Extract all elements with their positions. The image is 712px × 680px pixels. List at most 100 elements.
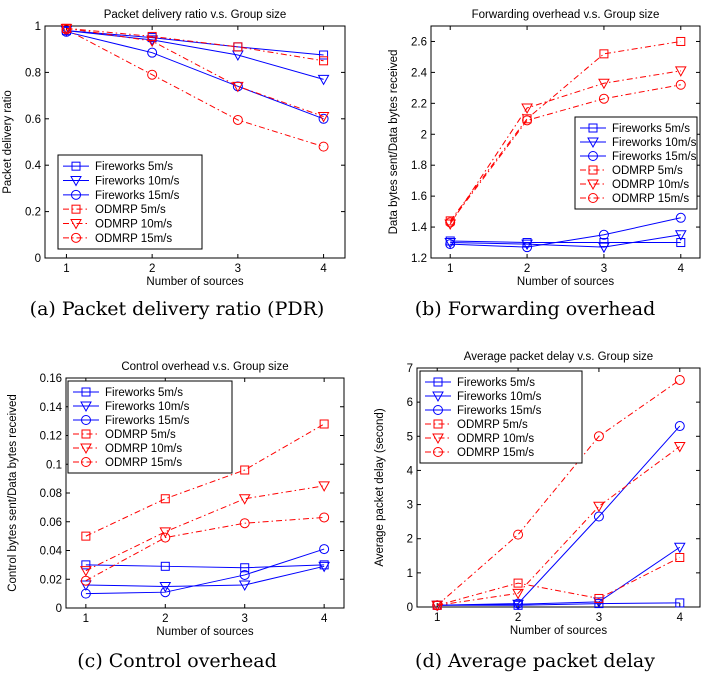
data-point [521, 239, 533, 251]
series-3 [80, 544, 330, 599]
chart-title: Average packet delay v.s. Group size [464, 351, 653, 363]
series-line [66, 31, 324, 120]
legend-marker [588, 193, 598, 203]
legend-label: Fireworks 15m/s [95, 190, 180, 202]
data-point [593, 431, 604, 442]
legend-marker [433, 405, 443, 415]
y-tick-label: 0.08 [40, 488, 62, 500]
data-point [239, 518, 250, 529]
y-axis-label: Packet delivery ratio [2, 90, 14, 194]
legend-marker [81, 387, 91, 397]
data-point [674, 421, 685, 432]
series-line [66, 29, 324, 148]
data-point [318, 113, 329, 124]
legend-marker [588, 123, 598, 133]
x-tick-label: 2 [162, 613, 168, 625]
series-2 [444, 230, 687, 254]
legend-marker [71, 204, 81, 214]
data-point [673, 542, 686, 554]
caption-b: (b) Forwarding overhead [414, 298, 656, 320]
data-point [675, 212, 686, 223]
y-tick-label: 0 [35, 253, 41, 265]
y-tick-label: 2 [421, 129, 427, 141]
legend-marker [70, 176, 82, 187]
y-axis-label: Average packet delay (second) [374, 408, 386, 566]
legend-label: ODMRP 5m/s [95, 204, 166, 216]
series-line [450, 234, 681, 248]
data-point [675, 552, 685, 562]
data-point [432, 600, 443, 611]
series-6 [445, 79, 686, 228]
legend-label: ODMRP 10m/s [612, 179, 689, 191]
data-point [160, 587, 171, 598]
data-point [599, 49, 609, 59]
legend-marker [432, 391, 444, 403]
legend-label: Fireworks 10m/s [457, 391, 542, 403]
series-3 [445, 212, 686, 253]
y-tick-label: 3 [407, 500, 413, 512]
y-tick-label: 0.8 [25, 67, 41, 79]
series-line [449, 84, 681, 223]
data-point [318, 481, 330, 492]
legend-marker [71, 161, 81, 171]
data-point [521, 103, 533, 115]
legend-marker [80, 443, 92, 455]
legend-marker [71, 232, 81, 243]
series-line [85, 548, 325, 595]
caption-d: (d) Average packet delay [415, 650, 655, 672]
chart-4: Average packet delay v.s. Group size 1 2 3 4… [374, 351, 701, 637]
legend-marker [81, 415, 91, 425]
data-point [80, 575, 91, 586]
legend-marker [588, 165, 598, 175]
data-point [60, 23, 73, 35]
legend-marker [80, 401, 92, 413]
legend-label: ODMRP 5m/s [612, 165, 683, 177]
data-point [238, 494, 251, 505]
data-point [674, 374, 685, 385]
series-line [66, 27, 324, 62]
data-point [232, 114, 243, 125]
y-tick-label: 0.2 [25, 207, 41, 219]
legend-label: ODMRP 5m/s [105, 429, 176, 441]
legend-label: Fireworks 5m/s [612, 123, 690, 135]
data-point [513, 578, 523, 588]
chart-3: Control overhead v.s. Group size 1 2 3 4 0 0.0… [7, 361, 345, 638]
legend-box [57, 154, 203, 250]
series-line [449, 70, 681, 225]
y-tick-label: 0.6 [25, 114, 41, 126]
chart-2: Forwarding overhead v.s. Group size 1 2 3 4 1… [388, 9, 701, 288]
y-tick-label: 1 [35, 21, 41, 33]
data-point [61, 24, 72, 35]
caption-c: (c) Control overhead [77, 650, 277, 672]
legend-marker [81, 429, 91, 439]
series-line [436, 379, 681, 606]
y-tick-label: 0.1 [46, 459, 62, 471]
y-tick-label: 2.6 [411, 36, 427, 48]
data-point [81, 531, 91, 541]
data-point [81, 560, 91, 570]
data-point [147, 47, 158, 58]
data-point [445, 239, 456, 250]
legend-label: Fireworks 10m/s [105, 401, 190, 413]
series-4 [432, 552, 685, 610]
legend: Fireworks 5m/s Fireworks 10m/s Fireworks 1… [67, 380, 233, 474]
plot-frame [44, 25, 346, 259]
data-point [146, 36, 158, 48]
y-tick-label: 1 [407, 568, 413, 580]
data-point [318, 141, 329, 152]
legend-label: Fireworks 5m/s [105, 387, 183, 399]
data-point [675, 79, 686, 90]
data-point [594, 593, 604, 603]
y-tick-label: 4 [407, 465, 414, 477]
data-point [160, 561, 170, 571]
legend-marker [81, 457, 91, 467]
series-line [450, 217, 681, 248]
series-5 [444, 66, 687, 231]
series-2 [80, 561, 330, 593]
series-line [437, 602, 680, 606]
series-1 [61, 26, 329, 60]
legend-label: ODMRP 15m/s [95, 233, 172, 245]
x-tick-label: 3 [235, 263, 241, 275]
data-point [445, 217, 456, 228]
x-tick-label: 4 [320, 263, 327, 275]
